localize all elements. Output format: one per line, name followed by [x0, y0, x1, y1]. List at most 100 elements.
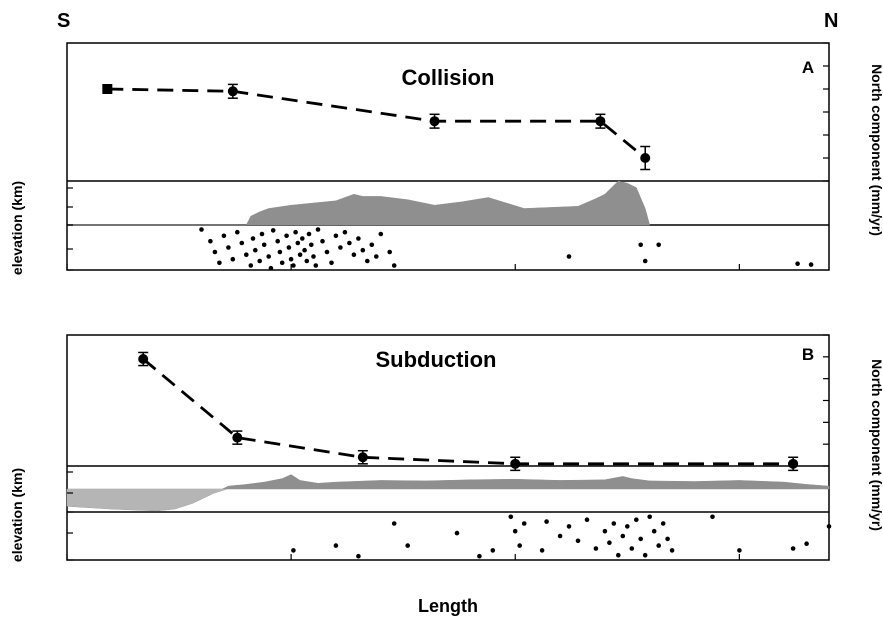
panel-a-velocity-series — [102, 83, 651, 171]
panel-b: Subduction B — [66, 334, 832, 561]
panel-b-seismicity — [291, 514, 832, 559]
panel-a-earthquake — [297, 252, 303, 257]
panel-b-earthquake — [638, 536, 643, 542]
panel-b-earthquake — [454, 530, 460, 536]
panel-b-velocity-series — [138, 351, 799, 472]
panel-a-earthquake — [378, 231, 384, 237]
panel-a-earthquake — [268, 265, 274, 271]
panel-b-earthquake — [826, 524, 832, 529]
panel-a-earthquake — [566, 254, 572, 259]
panel-a-data-marker — [227, 86, 238, 97]
panel-a-seismicity — [199, 227, 814, 271]
panel-a-axes — [66, 42, 829, 271]
panel-b-earthquake — [544, 519, 549, 524]
panel-a-earthquake — [257, 258, 263, 264]
panel-b-earthquake — [790, 546, 796, 551]
panel-a-earthquake — [311, 254, 316, 259]
panel-b-earthquake — [593, 546, 599, 551]
panel-a-earthquake — [199, 227, 204, 232]
panel-b-earthquake — [647, 514, 652, 520]
panel-b-earthquake — [665, 536, 670, 542]
panel-b-earthquake — [611, 521, 617, 526]
panel-b-earthquake — [557, 533, 563, 539]
panel-a-earthquake — [253, 247, 258, 253]
panel-b-earthquake — [575, 538, 581, 544]
panel-a-earthquake — [320, 238, 325, 244]
panel-a-earthquake — [306, 231, 312, 237]
panel-b-title: Subduction — [376, 347, 497, 372]
panel-a-earthquake — [259, 231, 265, 237]
panel-a-data-marker — [640, 153, 651, 163]
panel-b-earthquake — [642, 552, 648, 558]
panel-a-earthquake — [300, 236, 305, 241]
panel-a-earthquake — [351, 252, 357, 257]
panel-a-earthquake — [266, 254, 272, 259]
panel-a-earthquake — [324, 249, 330, 255]
panel-b-axes — [66, 334, 829, 561]
panel-b-earthquake — [291, 548, 296, 553]
panel-a-earthquake — [329, 260, 334, 266]
panel-a-data-marker — [429, 116, 440, 127]
panel-b-earthquake — [602, 528, 608, 534]
panel-a-earthquake — [270, 228, 276, 233]
panel-a-frame — [66, 42, 830, 271]
panel-a-earthquake — [221, 233, 227, 239]
panel-a-earthquake — [244, 252, 249, 257]
panel-b-earthquake — [356, 553, 361, 559]
panel-a-earthquake — [356, 236, 361, 241]
panel-a-earthquake — [338, 245, 343, 250]
panel-b-earthquake — [391, 521, 397, 526]
panel-b-right-axis-label: North component (mm/yr) — [869, 359, 883, 531]
panel-a-earthquake — [642, 258, 648, 264]
panel-a-earthquake — [261, 242, 267, 248]
panel-a-earthquake — [250, 236, 256, 241]
panel-a-earthquake — [208, 238, 213, 244]
panel-a-earthquake — [279, 260, 285, 266]
panel-b-data-marker — [788, 458, 799, 469]
panel-b-letter: B — [802, 345, 814, 364]
panel-b-earthquake — [508, 514, 514, 520]
panel-a-earthquake — [295, 240, 301, 246]
panel-b-earthquake — [656, 543, 661, 548]
panel-a-earthquake — [374, 254, 379, 259]
panel-a-earthquake — [239, 240, 245, 246]
panel-b-earthquake — [521, 521, 527, 526]
panel-b-earthquake — [490, 548, 496, 553]
panel-a-earthquake — [795, 261, 800, 267]
panel-b-elevation-label: elevation (km) — [9, 468, 25, 562]
panel-a-earthquake — [309, 242, 314, 248]
panel-b-earthquake — [634, 517, 639, 522]
panel-b-earthquake — [477, 553, 482, 559]
panel-a-earthquake — [235, 229, 240, 235]
panel-b-earthquake — [584, 517, 590, 522]
panel-b-earthquake — [517, 543, 522, 548]
panel-a-earthquake — [808, 262, 814, 267]
panel-a-earthquake — [333, 233, 339, 239]
panel-a-earthquake — [286, 245, 292, 250]
panel-a-earthquake — [342, 229, 348, 235]
panel-a-elevation-label: elevation (km) — [9, 181, 25, 275]
panel-b-topography — [66, 474, 830, 512]
panel-b-earthquake — [651, 528, 657, 534]
panel-b-earthquake — [620, 533, 626, 539]
panel-b-data-marker — [357, 452, 368, 463]
panel-b-frame — [66, 334, 830, 561]
panel-a-earthquake — [315, 227, 321, 232]
panel-a-earthquake — [638, 242, 643, 248]
panel-a-earthquake — [293, 229, 298, 235]
panel-a-earthquake — [365, 258, 370, 264]
panel-b-data-marker — [138, 354, 149, 365]
panel-a-earthquake — [212, 249, 218, 255]
panel-a-earthquake — [387, 249, 393, 255]
panel-a-earthquake — [291, 263, 296, 268]
panel-a-earthquake — [304, 258, 310, 264]
panel-b-earthquake — [566, 524, 572, 529]
panel-a-earthquake — [288, 256, 294, 262]
panel-a-earthquake — [391, 263, 397, 268]
panel-b-earthquake — [333, 543, 339, 548]
panel-a-elevation-profile — [67, 180, 650, 226]
panel-b-earthquake — [629, 546, 635, 551]
panel-b-earthquake — [512, 528, 518, 534]
panel-b-earthquake — [607, 540, 612, 545]
